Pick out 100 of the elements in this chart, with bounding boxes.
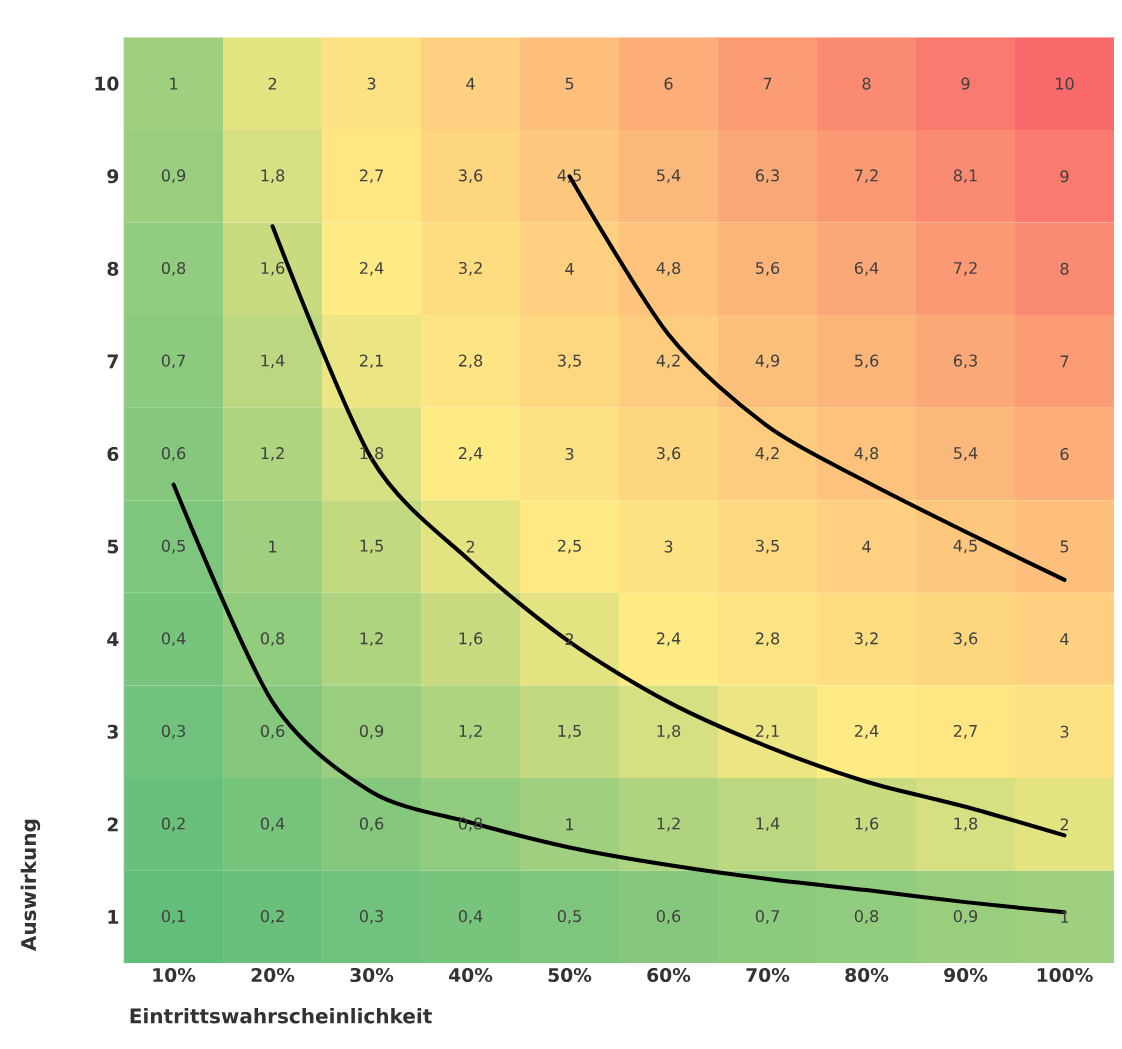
data-label: 10 (1056, 77, 1074, 90)
data-label: 2 (565, 633, 574, 646)
x-tick-label: 30% (350, 968, 394, 983)
data-label: 2 (466, 540, 475, 553)
data-label: 0,5 (557, 910, 581, 924)
data-label: 9 (961, 77, 970, 90)
data-label: 0,4 (260, 817, 285, 832)
data-label: 5,4 (954, 447, 978, 461)
y-tick-label: 5 (107, 539, 119, 554)
data-label: 1,8 (657, 725, 681, 739)
data-label: 1,2 (459, 725, 482, 739)
y-tick-label: 6 (107, 447, 119, 462)
x-tick-label: 60% (647, 968, 691, 983)
data-label: 2,8 (755, 632, 780, 647)
data-label: 2,1 (360, 354, 383, 369)
data-label: 2,7 (360, 169, 383, 184)
data-label: 0,8 (161, 262, 186, 276)
data-label: 3,6 (459, 169, 483, 184)
data-label: 6,3 (953, 354, 977, 369)
y-axis-title: Auswirkung (20, 819, 41, 952)
data-label: 5,6 (855, 354, 879, 369)
data-label: 4 (1060, 633, 1069, 646)
data-label: 3 (565, 448, 574, 461)
data-label: 4 (565, 263, 574, 275)
data-label: 2 (268, 77, 277, 90)
data-label: 4,8 (656, 262, 681, 276)
data-label: 3,5 (558, 354, 581, 369)
data-label: 2 (1060, 818, 1068, 831)
data-label: 0,7 (161, 354, 185, 369)
data-label: 0,8 (260, 632, 285, 647)
data-label: 4,2 (755, 447, 779, 462)
data-label: 1,2 (360, 632, 383, 647)
data-label: 0,4 (161, 632, 186, 647)
x-axis-title: Eintrittswahrscheinlichkeit (130, 1008, 432, 1024)
data-label: 0,3 (161, 725, 186, 739)
y-tick-label: 2 (107, 817, 118, 832)
data-label: 8,1 (953, 169, 977, 184)
data-label: 0,7 (755, 910, 779, 924)
data-label: 5 (1060, 540, 1069, 553)
y-tick-label: 8 (107, 261, 119, 277)
x-tick-label: 40% (449, 968, 493, 983)
data-label: 4,5 (953, 539, 977, 554)
data-label: 3 (664, 540, 673, 553)
data-label: 0,9 (359, 725, 384, 739)
data-label: 6,4 (854, 262, 879, 276)
data-label: 1 (269, 540, 277, 553)
data-label: 7,2 (855, 169, 878, 184)
data-label: 2,4 (656, 632, 681, 647)
data-label: 0,6 (656, 910, 681, 924)
data-label: 4,9 (755, 354, 780, 369)
x-tick-label: 70% (746, 968, 790, 983)
data-label: 1,5 (558, 725, 581, 739)
y-tick-label: 9 (107, 169, 119, 184)
data-label: 1,8 (261, 169, 285, 184)
data-label: 3,5 (756, 539, 779, 554)
data-label: 2,4 (360, 262, 384, 276)
data-label: 7 (1060, 355, 1069, 368)
data-label: 3 (367, 77, 376, 90)
data-label: 4,5 (557, 169, 581, 184)
data-label: 4 (862, 540, 871, 553)
data-label: 3 (1060, 725, 1069, 738)
data-label: 1,4 (261, 354, 285, 369)
data-label: 4,2 (656, 354, 680, 369)
data-label: 1,4 (756, 817, 780, 832)
y-tick-label: 7 (107, 354, 118, 369)
x-tick-label: 10% (153, 968, 196, 983)
data-label: 7,2 (954, 262, 977, 276)
data-label: 6,3 (755, 169, 779, 184)
x-tick-label: 20% (251, 968, 295, 983)
data-label: 2,1 (755, 725, 779, 739)
data-label: 2,5 (557, 539, 581, 554)
y-tick-label: 4 (107, 632, 119, 647)
x-tick-label: 50% (548, 968, 592, 983)
data-label: 0,9 (161, 169, 186, 184)
data-label: 1 (170, 77, 178, 90)
data-label: 2,4 (854, 725, 879, 739)
data-label: 5,4 (657, 169, 681, 184)
data-label: 4 (466, 77, 475, 90)
data-label: 2,4 (458, 447, 483, 462)
data-label: 1,5 (360, 539, 383, 554)
y-tick-label: 3 (107, 724, 118, 740)
data-label: 0,4 (458, 910, 483, 924)
data-label: 3,2 (459, 262, 482, 276)
data-label: 6 (1060, 448, 1069, 461)
y-tick-label: 1 (108, 910, 119, 924)
data-label: 3,2 (855, 632, 878, 647)
data-label: 3,6 (954, 632, 978, 647)
data-label: 8 (1060, 262, 1069, 276)
data-label: 0,1 (161, 910, 185, 924)
data-label: 7 (763, 77, 772, 90)
data-label: 0,2 (260, 910, 284, 924)
x-tick-label: 90% (944, 968, 988, 983)
data-label: 0,6 (260, 725, 285, 739)
data-label: 5 (565, 77, 574, 90)
data-label: 9 (1060, 170, 1069, 183)
data-label: 0,6 (161, 447, 186, 462)
data-label: 0,9 (953, 910, 978, 924)
x-tick-label: 100% (1037, 968, 1093, 983)
data-label: 6 (664, 77, 673, 90)
data-label: 0,3 (359, 910, 383, 924)
